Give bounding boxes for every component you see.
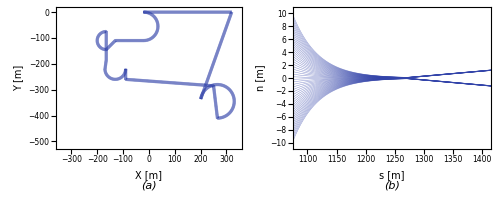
Y-axis label: Y [m]: Y [m] — [13, 65, 23, 91]
X-axis label: X [m]: X [m] — [136, 170, 162, 180]
Y-axis label: n [m]: n [m] — [255, 65, 265, 91]
X-axis label: s [m]: s [m] — [379, 170, 404, 180]
Text: (b): (b) — [384, 180, 400, 190]
Text: (a): (a) — [141, 180, 156, 190]
